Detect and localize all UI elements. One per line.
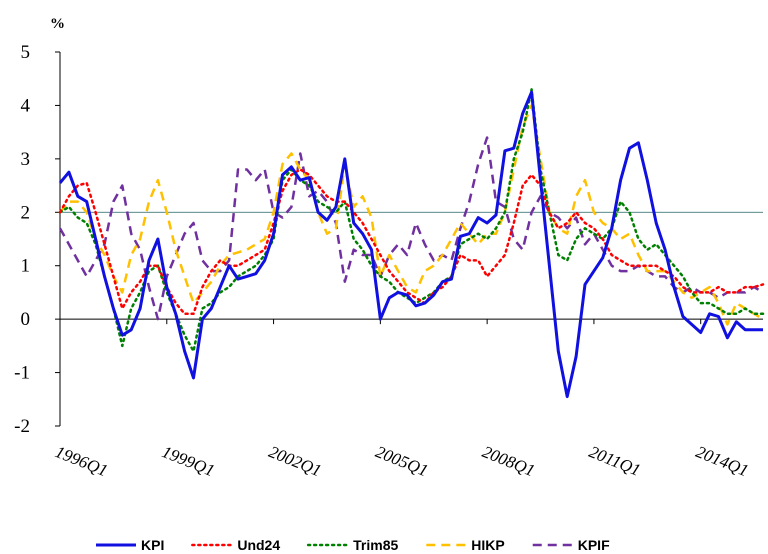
line-hikp: [59, 104, 764, 326]
y-tick-label: 4: [21, 95, 31, 116]
line-kpi: [58, 90, 763, 399]
legend-label: Und24: [237, 537, 280, 553]
y-tick-label: 2: [21, 202, 31, 223]
y-tick-label: 5: [21, 42, 31, 63]
x-tick-label: 2011Q1: [586, 442, 643, 480]
x-tick-label: 2008Q1: [480, 442, 538, 480]
y-axis-label: %: [50, 16, 65, 32]
x-tick-label: 1996Q1: [53, 442, 111, 480]
y-tick-label: -1: [14, 363, 30, 384]
x-tick-label: 2005Q1: [373, 442, 431, 480]
legend-label: Trim85: [353, 537, 398, 553]
legend-label: HIKP: [471, 537, 504, 553]
y-tick-label: 0: [21, 309, 31, 330]
line-und24: [58, 168, 765, 316]
legend-label: KPIF: [578, 537, 610, 553]
x-tick-label: 2014Q1: [693, 442, 751, 480]
line-trim85: [58, 88, 765, 353]
y-tick-label: 3: [21, 149, 31, 170]
y-tick-label: -2: [14, 416, 30, 437]
y-tick-label: 1: [21, 256, 31, 277]
x-tick-label: 2002Q1: [266, 442, 324, 480]
legend-label: KPI: [141, 537, 164, 553]
x-tick-label: 1999Q1: [159, 442, 217, 480]
